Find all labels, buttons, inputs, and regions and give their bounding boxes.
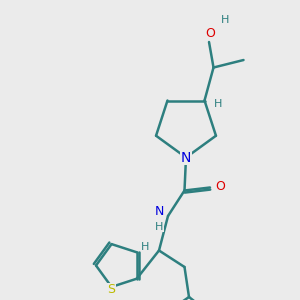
Text: H: H: [155, 221, 163, 232]
Text: N: N: [154, 205, 164, 218]
Text: S: S: [107, 284, 116, 296]
Text: H: H: [214, 98, 222, 109]
Text: H: H: [221, 15, 230, 26]
Text: H: H: [141, 242, 150, 253]
Text: O: O: [216, 179, 225, 193]
Text: N: N: [181, 151, 191, 164]
Text: O: O: [206, 26, 215, 40]
